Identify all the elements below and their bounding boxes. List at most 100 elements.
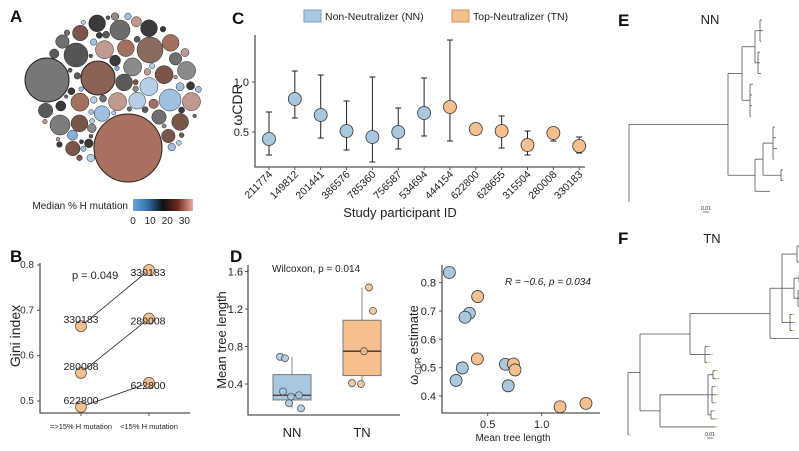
bubble [81,20,86,25]
bubble [115,73,133,92]
bubble [93,105,110,122]
bubble [90,38,98,46]
bubble [124,12,132,20]
b-point-label: 330183 [130,267,165,279]
color-scale-ticks: 0 10 20 30 [130,216,190,227]
b-point [75,366,87,379]
bubble [63,42,89,68]
b-ytick-label: 0.7 [20,305,34,316]
c-point [339,124,354,138]
bubble [176,140,182,146]
d-scatter-point [553,400,567,414]
bubble [55,34,70,49]
panel-d-boxplot: 0.4 0.8 1.2 1.6 NN TN [228,265,400,440]
color-scale-tick: 10 [145,216,157,227]
c-ytick-label: 1.0 [234,77,249,89]
b-xtick-label: =>15% H mutation [50,422,112,431]
bubble [86,153,95,163]
c-point [313,108,328,122]
bubble [151,109,167,125]
c-xlabel: Study participant ID [343,205,456,220]
bubble [136,36,164,64]
d-box-axes [247,265,400,416]
panel-c-chart: 0.51.02117741498122014413865767853607565… [234,35,587,202]
c-point [365,130,380,144]
bubble [131,16,142,27]
bubble [64,94,69,99]
bubble [111,110,117,116]
b-point-label: 280008 [130,315,165,327]
d-scatter-point [449,374,463,387]
b-point [75,320,87,333]
b-ytick-label: 0.5 [20,396,34,407]
d-scatter-xlabel: Mean tree length [475,433,550,444]
ylabel-sub: CDR [414,357,423,375]
bubble [161,129,176,143]
c-point [417,106,432,120]
b-ytick-label: 0.6 [20,351,34,362]
bubble [132,85,139,92]
d-scatter-xtick-label: 1.0 [534,419,549,431]
bubble [90,96,98,104]
bubble [49,114,71,136]
bubble [38,103,54,118]
d-correlation: R = −0.6, p = 0.034 [505,277,591,288]
bubble [70,92,90,112]
b-point [143,376,155,389]
panel-label-d: D [230,247,242,266]
d-scatter-ytick-label: 0.4 [421,391,436,403]
bubble [175,82,185,91]
bubble [162,34,180,52]
tree-tn [627,245,799,436]
bubble [186,81,195,91]
d-box-point [295,391,303,400]
b-point [143,264,155,276]
bubble-pack [24,12,202,183]
d-scatter-ytick-label: 0.6 [421,334,436,346]
d-scatter-ytick-label: 0.7 [421,306,436,318]
legend-swatch-nn [303,9,322,23]
c-point [287,92,302,106]
d-box-point [357,380,365,388]
bubble [80,60,116,96]
bubble [182,92,201,111]
bubble [76,154,83,161]
ylabel-rest: estimate [406,305,421,354]
d-scatter-point [508,363,522,377]
c-point [443,100,457,114]
bubble [180,48,190,57]
b-ytick-label: 0.8 [20,260,34,271]
color-scale-tick: 0 [130,216,136,227]
b-series-line [80,318,150,374]
bubble [154,65,174,84]
bubble [139,77,159,96]
c-axes [254,35,585,168]
bubble [114,65,120,71]
c-point [520,138,535,152]
bubble [108,92,127,111]
b-pvalue: p = 0.049 [72,270,118,282]
b-point-label: 330183 [63,314,98,326]
d-scatter-point [455,361,469,375]
d-scatter-axes [441,265,600,414]
d-box-point [360,347,368,356]
bubble [178,106,185,114]
legend-label-nn: Non-Neutralizer (NN) [325,11,424,23]
bubble [67,67,73,73]
d-box-point [365,283,373,292]
b-point-label: 622800 [63,395,98,407]
bubble [80,145,87,152]
panel-label-e: E [618,11,629,30]
b-xtick-label: <15% H mutation [120,422,178,431]
bubble [88,53,93,58]
bubble [159,26,167,33]
bubble [128,92,146,110]
d-scatter-ytick-label: 0.8 [421,278,436,290]
bubble [72,24,89,42]
c-point [494,124,509,138]
d-box-ylabel: Mean tree length [214,291,229,389]
bubble [79,139,84,145]
bubble [49,48,60,59]
panel-label-f: F [618,229,628,248]
